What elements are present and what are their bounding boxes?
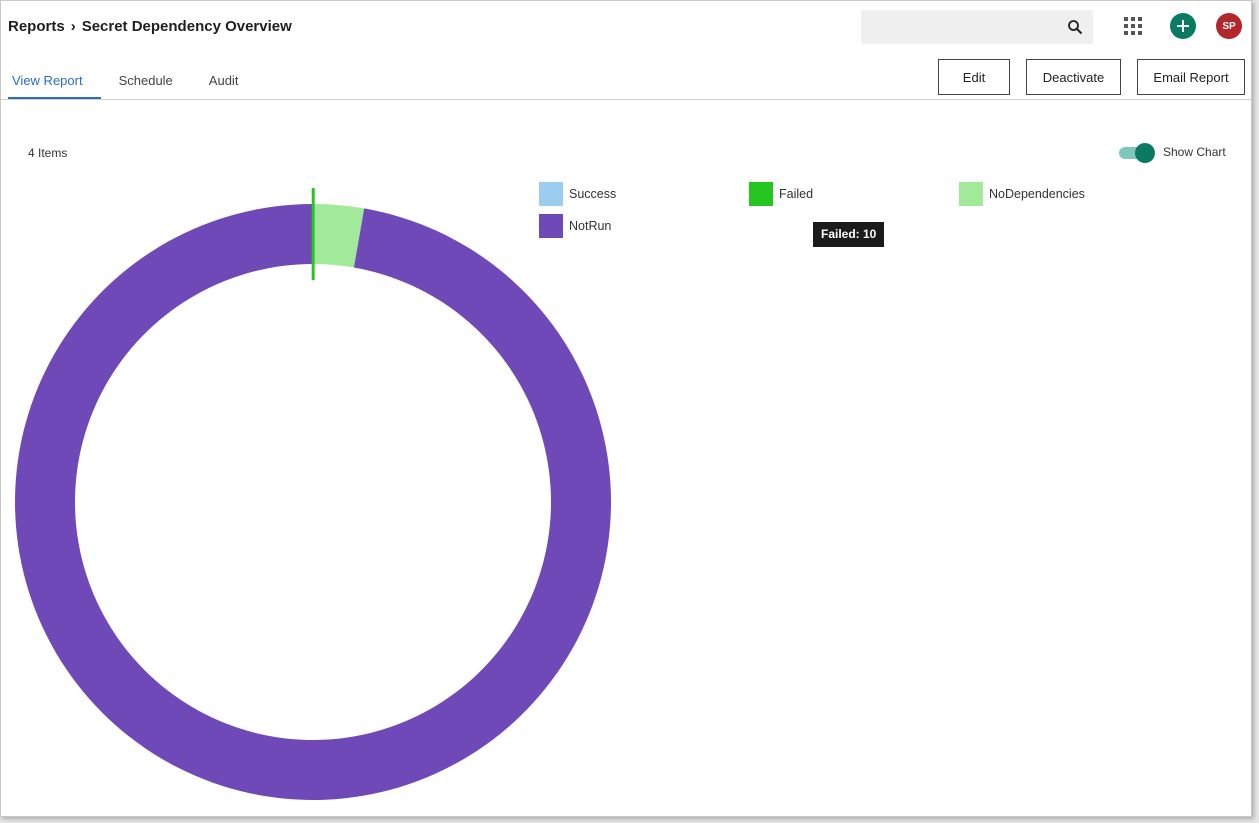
edit-button[interactable]: Edit (938, 59, 1010, 95)
items-count: 4 Items (28, 146, 68, 160)
breadcrumb-root-link[interactable]: Reports (8, 18, 65, 35)
legend-label: Success (569, 187, 617, 201)
email-report-button[interactable]: Email Report (1137, 59, 1245, 95)
toggle-knob (1135, 143, 1155, 163)
legend-item-success[interactable]: Success (539, 182, 616, 206)
legend-swatch (959, 182, 983, 206)
chart-tooltip: Failed: 10 (813, 222, 885, 247)
legend-label: Failed (779, 187, 814, 201)
avatar[interactable]: SP (1216, 13, 1242, 39)
page-title: Secret Dependency Overview (81, 18, 292, 35)
legend-item-nodependencies[interactable]: NoDependencies (959, 182, 1085, 206)
show-chart-toggle[interactable] (1119, 143, 1155, 163)
legend-label: NotRun (569, 219, 612, 233)
legend-swatch (539, 182, 563, 206)
search-icon[interactable] (1067, 19, 1083, 35)
tab-audit[interactable]: Audit (208, 73, 239, 88)
search-input[interactable] (861, 10, 1093, 44)
legend-item-failed[interactable]: Failed (749, 182, 813, 206)
legend-label: NoDependencies (989, 187, 1085, 201)
donut-chart (14, 187, 611, 800)
donut-slice-notrun[interactable] (14, 204, 611, 800)
tab-view-report[interactable]: View Report (8, 61, 101, 99)
divider (1, 99, 1251, 100)
show-chart-label: Show Chart (1163, 145, 1226, 159)
legend-item-notrun[interactable]: NotRun (539, 214, 611, 238)
apps-grid-icon[interactable] (1124, 17, 1142, 35)
add-button[interactable] (1170, 13, 1196, 39)
breadcrumb: Reports › Secret Dependency Overview (8, 18, 292, 35)
legend-swatch (749, 182, 773, 206)
chevron-right-icon: › (70, 18, 76, 35)
deactivate-button[interactable]: Deactivate (1026, 59, 1121, 95)
report-tabs: View Report Schedule Audit (8, 61, 270, 99)
tab-schedule[interactable]: Schedule (118, 73, 173, 88)
plus-icon (1177, 20, 1189, 32)
donut-slice-nodependencies[interactable] (313, 204, 365, 268)
legend-swatch (539, 214, 563, 238)
